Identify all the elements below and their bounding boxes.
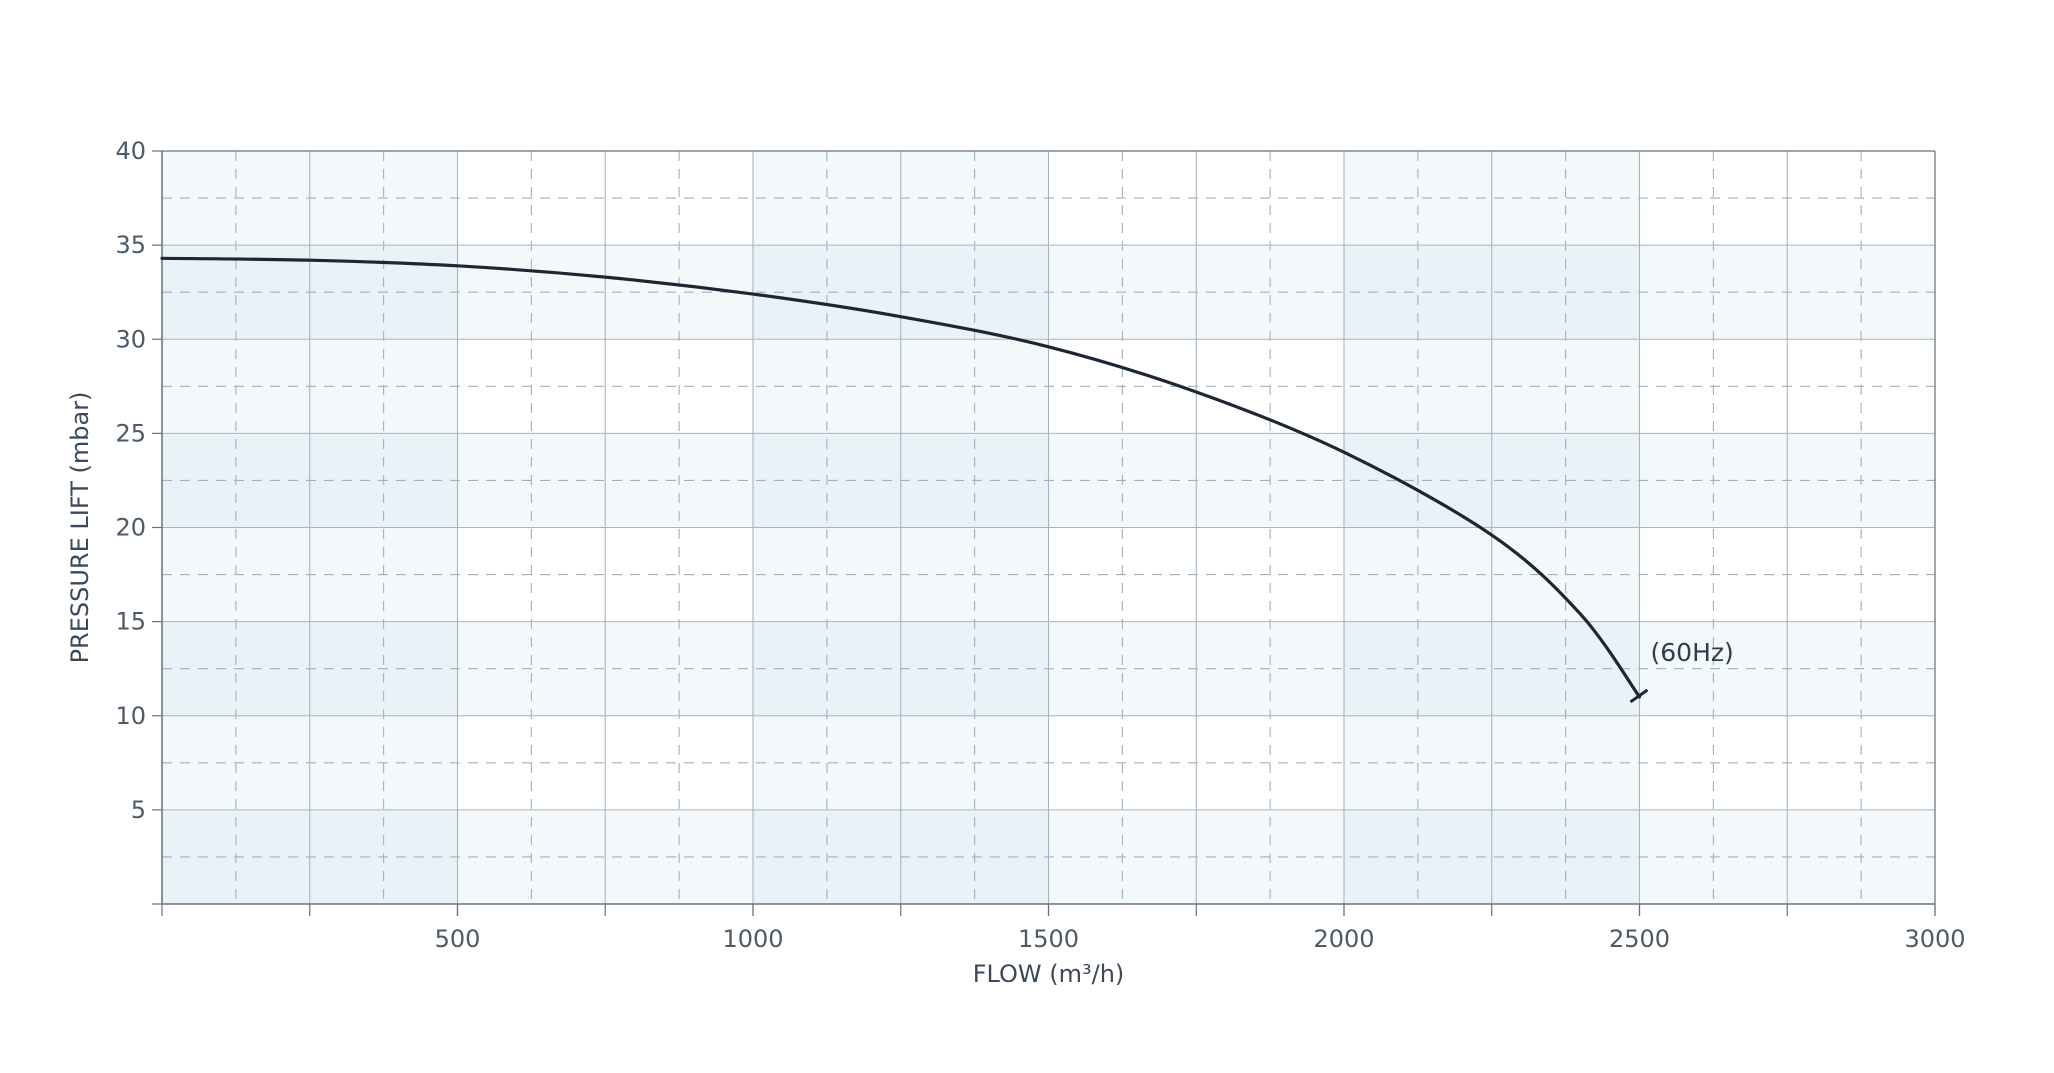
y-tick-label: 15 bbox=[115, 608, 146, 636]
annotation-layer: (60Hz) bbox=[1651, 638, 1734, 667]
frequency-annotation: (60Hz) bbox=[1651, 638, 1734, 667]
y-tick-label: 40 bbox=[115, 137, 146, 165]
series-line-0 bbox=[160, 256, 1642, 699]
x-tick-label: 500 bbox=[435, 925, 481, 953]
x-tick-label: 2000 bbox=[1313, 925, 1374, 953]
y-tick-label: 10 bbox=[115, 702, 146, 730]
y-axis-title: PRESSURE LIFT (mbar) bbox=[66, 392, 94, 664]
x-tick-label: 1500 bbox=[1018, 925, 1079, 953]
x-tick-label: 2500 bbox=[1609, 925, 1670, 953]
series-end-marker bbox=[1629, 688, 1649, 704]
x-tick-label: 3000 bbox=[1904, 925, 1965, 953]
y-tick-label: 35 bbox=[115, 231, 146, 259]
tick-labels: 500 1000 1500 2000 2500 3000 5 10 15 20 25 30 35 40 bbox=[115, 137, 1965, 953]
y-tick-label: 20 bbox=[115, 514, 146, 542]
y-tick-label: 5 bbox=[131, 796, 146, 824]
axes bbox=[152, 150, 1936, 916]
series-layer bbox=[160, 256, 1649, 704]
grid-band-cell bbox=[605, 621, 754, 717]
x-axis-title: FLOW (m³/h) bbox=[973, 960, 1125, 988]
grid-band-cell bbox=[1344, 621, 1493, 717]
x-tick-label: 1000 bbox=[722, 925, 783, 953]
grid-lines bbox=[161, 150, 1936, 904]
y-tick-label: 25 bbox=[115, 419, 146, 447]
y-tick-label: 30 bbox=[115, 325, 146, 353]
